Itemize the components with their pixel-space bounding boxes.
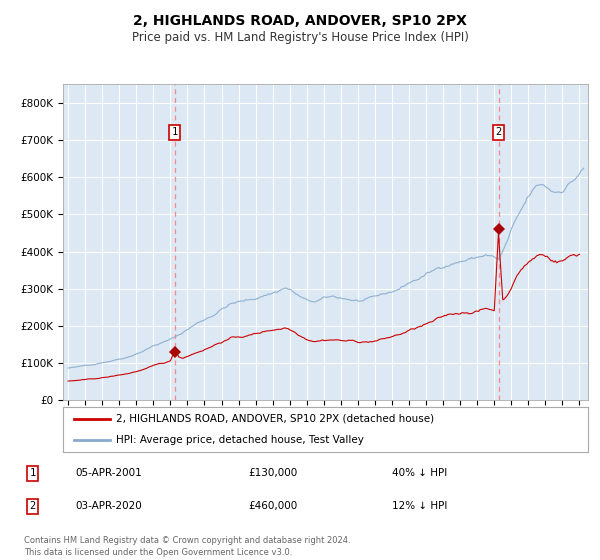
Text: 05-APR-2001: 05-APR-2001 bbox=[76, 468, 142, 478]
Text: 2, HIGHLANDS ROAD, ANDOVER, SP10 2PX (detached house): 2, HIGHLANDS ROAD, ANDOVER, SP10 2PX (de… bbox=[115, 414, 434, 424]
Text: £460,000: £460,000 bbox=[248, 501, 298, 511]
Text: 2: 2 bbox=[496, 127, 502, 137]
Text: Price paid vs. HM Land Registry's House Price Index (HPI): Price paid vs. HM Land Registry's House … bbox=[131, 31, 469, 44]
Text: 1: 1 bbox=[29, 468, 35, 478]
Text: 03-APR-2020: 03-APR-2020 bbox=[76, 501, 142, 511]
Text: 2: 2 bbox=[29, 501, 35, 511]
Text: 40% ↓ HPI: 40% ↓ HPI bbox=[392, 468, 448, 478]
Text: HPI: Average price, detached house, Test Valley: HPI: Average price, detached house, Test… bbox=[115, 435, 364, 445]
Text: Contains HM Land Registry data © Crown copyright and database right 2024.
This d: Contains HM Land Registry data © Crown c… bbox=[24, 536, 350, 557]
Text: 2, HIGHLANDS ROAD, ANDOVER, SP10 2PX: 2, HIGHLANDS ROAD, ANDOVER, SP10 2PX bbox=[133, 14, 467, 28]
Text: 12% ↓ HPI: 12% ↓ HPI bbox=[392, 501, 448, 511]
Text: £130,000: £130,000 bbox=[248, 468, 298, 478]
Text: 1: 1 bbox=[172, 127, 178, 137]
